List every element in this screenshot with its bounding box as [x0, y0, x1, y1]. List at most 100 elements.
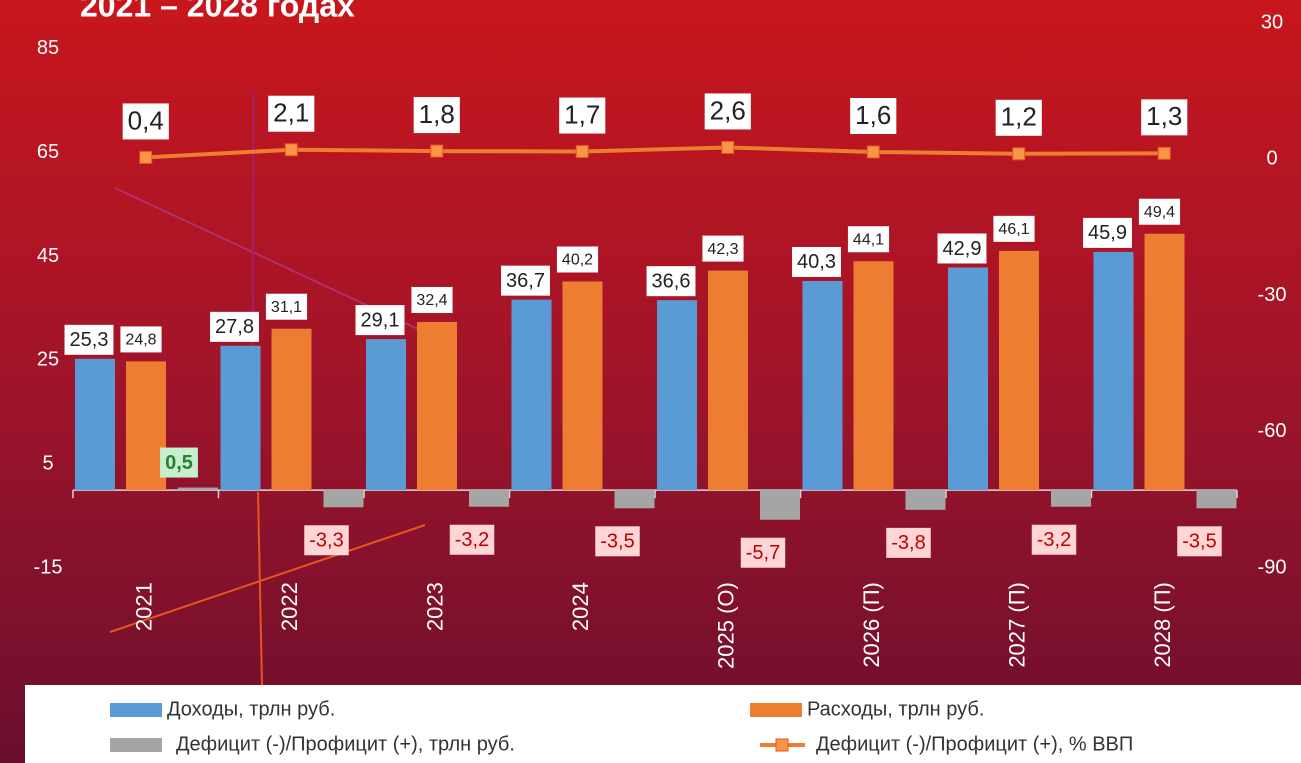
- data-label: -5,7: [746, 542, 780, 564]
- data-label-box: [1083, 217, 1132, 248]
- legend-swatch: [775, 738, 789, 752]
- bar: [178, 487, 218, 491]
- data-label: 1,6: [855, 100, 891, 130]
- data-label-group: 1,3: [1141, 99, 1188, 136]
- x-tick-label: 2023: [423, 582, 448, 631]
- data-label-group: 1,7: [559, 97, 606, 134]
- bar: [323, 490, 364, 508]
- bar: [999, 250, 1039, 491]
- data-label-box: [304, 525, 349, 556]
- data-label-box: [449, 524, 495, 555]
- line-marker: [1157, 146, 1171, 160]
- data-label-group: 40,3: [792, 246, 841, 277]
- legend-label: Доходы, трлн руб.: [167, 698, 335, 720]
- line-marker: [866, 145, 880, 159]
- data-label-box: [122, 103, 169, 140]
- data-label-box: [595, 526, 640, 557]
- x-tick-label: 2026 (П): [859, 582, 884, 668]
- data-label-group: 0,4: [122, 103, 169, 140]
- line-marker: [139, 150, 153, 164]
- data-label-group: 36,7: [501, 265, 550, 296]
- bar: [562, 281, 603, 491]
- data-label: 32,4: [416, 292, 447, 309]
- data-label-group: -3,3: [304, 525, 349, 556]
- data-label: 0,5: [165, 452, 193, 474]
- x-tick-label: 2025 (О): [714, 582, 739, 669]
- data-label-group: 0,5: [160, 447, 198, 478]
- data-label: 40,3: [797, 251, 836, 273]
- x-tick-label: 2021: [132, 582, 157, 631]
- data-label: 0,4: [128, 105, 164, 135]
- data-label: 36,7: [506, 270, 545, 292]
- decor-line: [257, 491, 263, 686]
- data-label: 2,1: [273, 98, 309, 128]
- data-label: -3,8: [891, 532, 925, 554]
- data-label-box: [740, 537, 786, 568]
- y-tick-label: 65: [37, 141, 59, 163]
- y-tick-label: 45: [37, 245, 59, 267]
- data-label-box: [1031, 524, 1077, 555]
- data-label: 49,4: [1144, 204, 1175, 221]
- data-label: 44,1: [853, 231, 884, 248]
- data-label-group: -3,2: [1031, 524, 1077, 555]
- line-marker: [284, 143, 298, 157]
- bar: [760, 490, 800, 520]
- data-label-box: [646, 266, 696, 297]
- data-label-box: [64, 324, 114, 355]
- data-label-box: [850, 97, 897, 134]
- data-label-box: [792, 246, 841, 277]
- bar: [75, 358, 115, 491]
- line-marker: [1012, 147, 1026, 161]
- line-marker: [575, 145, 589, 159]
- y-tick-label: 25: [37, 349, 59, 371]
- data-label-group: 1,8: [413, 97, 460, 134]
- data-label-group: 42,9: [937, 233, 987, 264]
- y2-tick-label: 0: [1266, 148, 1277, 170]
- data-label: 1,3: [1146, 101, 1182, 131]
- data-label-box: [559, 97, 606, 134]
- y2-tick-label: -30: [1258, 284, 1287, 306]
- data-label: 45,9: [1088, 222, 1127, 244]
- data-label: 42,9: [943, 238, 982, 260]
- y2-tick-label: -60: [1258, 420, 1287, 442]
- legend-box: [25, 685, 1301, 763]
- data-label: 42,3: [707, 241, 738, 258]
- data-label-group: 2,6: [704, 93, 751, 130]
- data-label-box: [556, 246, 599, 273]
- data-label-group: 24,8: [120, 326, 162, 353]
- data-label-group: -3,5: [595, 526, 640, 557]
- bar: [614, 490, 655, 509]
- data-label-group: -5,7: [740, 537, 786, 568]
- data-label: 1,8: [419, 99, 455, 129]
- bar: [657, 300, 697, 491]
- data-label-group: 46,1: [993, 215, 1035, 242]
- data-label-box: [1141, 99, 1188, 136]
- data-label-box: [268, 95, 315, 132]
- data-label-group: 42,3: [702, 235, 744, 262]
- data-label: 29,1: [361, 309, 400, 331]
- bar: [1093, 251, 1134, 491]
- y-tick-label: 5: [42, 452, 53, 474]
- data-label: -3,2: [455, 529, 489, 551]
- data-label-group: 49,4: [1138, 198, 1181, 225]
- bar: [708, 270, 748, 491]
- bar: [1144, 233, 1185, 491]
- bar: [1196, 490, 1237, 509]
- legend-label: Дефицит (-)/Профицит (+), % ВВП: [816, 733, 1133, 755]
- y-tick-label: -15: [34, 556, 63, 578]
- data-label: 25,3: [70, 329, 109, 351]
- data-label-group: 36,6: [646, 266, 696, 297]
- chart-title: 2021 – 2028 годах: [80, 0, 355, 23]
- data-label-box: [886, 527, 931, 558]
- data-label: -3,3: [309, 530, 343, 552]
- data-label-box: [210, 311, 259, 342]
- legend-label: Дефицит (-)/Профицит (+), трлн руб.: [176, 733, 515, 755]
- data-label-group: -3,8: [886, 527, 931, 558]
- x-tick-label: 2024: [568, 582, 593, 631]
- data-label-box: [120, 326, 162, 353]
- data-label-box: [937, 233, 987, 264]
- legend-swatch: [110, 738, 162, 752]
